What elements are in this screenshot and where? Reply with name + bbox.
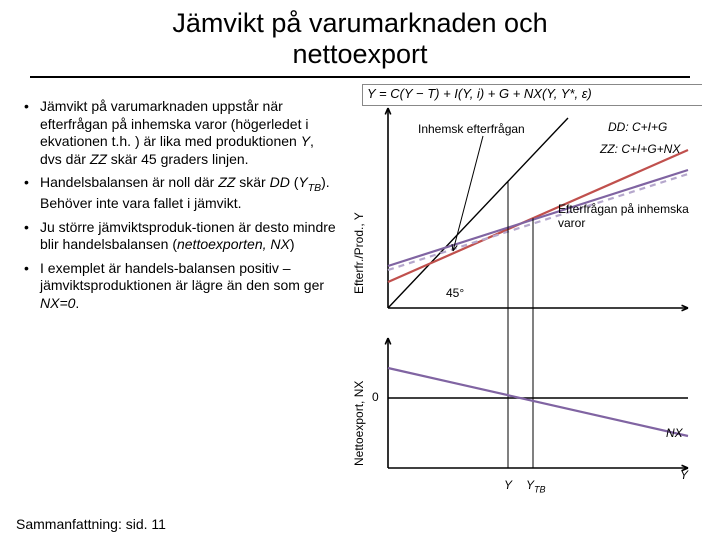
chart-svg: [338, 106, 698, 504]
formula-text: Y = C(Y − T) + I(Y, i) + G + NX(Y, Y*, ɛ…: [367, 86, 592, 101]
bullet-2: Handelsbalansen är noll där ZZ skär DD (…: [18, 174, 338, 212]
formula-bar: Y = C(Y − T) + I(Y, i) + G + NX(Y, Y*, ɛ…: [362, 84, 702, 106]
bullet-1: Jämvikt på varumarknaden uppstår när eft…: [18, 98, 338, 168]
label-zero: 0: [372, 390, 379, 404]
tick-ytb: YTB: [526, 478, 546, 494]
label-y-axis: Y: [680, 468, 688, 482]
label-zz: ZZ: C+I+G+NX: [600, 142, 680, 156]
title-rule: [30, 76, 690, 78]
label-45: 45°: [446, 286, 464, 300]
label-inhemsk: Inhemsk efterfrågan: [418, 122, 525, 136]
footer-text: Sammanfattning: sid. 11: [16, 516, 166, 532]
bullet-list: Jämvikt på varumarknaden uppstår när eft…: [18, 84, 338, 504]
tick-y: Y: [504, 478, 512, 492]
two-panel-chart: Efterfr./Prod., Y Nettoexport, NX Inhems…: [338, 106, 698, 504]
label-eft-inh: Efterfrågan på inhemska varor: [558, 202, 698, 230]
ylabel-bottom: Nettoexport, NX: [352, 381, 366, 466]
label-dd: DD: C+I+G: [608, 120, 667, 134]
chart-area: Y = C(Y − T) + I(Y, i) + G + NX(Y, Y*, ɛ…: [338, 84, 702, 504]
ylabel-top: Efterfr./Prod., Y: [352, 212, 366, 294]
bullet-3: Ju större jämviktsproduk-tionen är desto…: [18, 219, 338, 254]
title-line-2: nettoexport: [292, 39, 427, 69]
slide-title: Jämvikt på varumarknaden och nettoexport: [0, 0, 720, 74]
title-line-1: Jämvikt på varumarknaden och: [172, 8, 547, 38]
bullet-4: I exemplet är handels-balansen positiv –…: [18, 260, 338, 313]
label-nx: NX: [666, 426, 683, 440]
